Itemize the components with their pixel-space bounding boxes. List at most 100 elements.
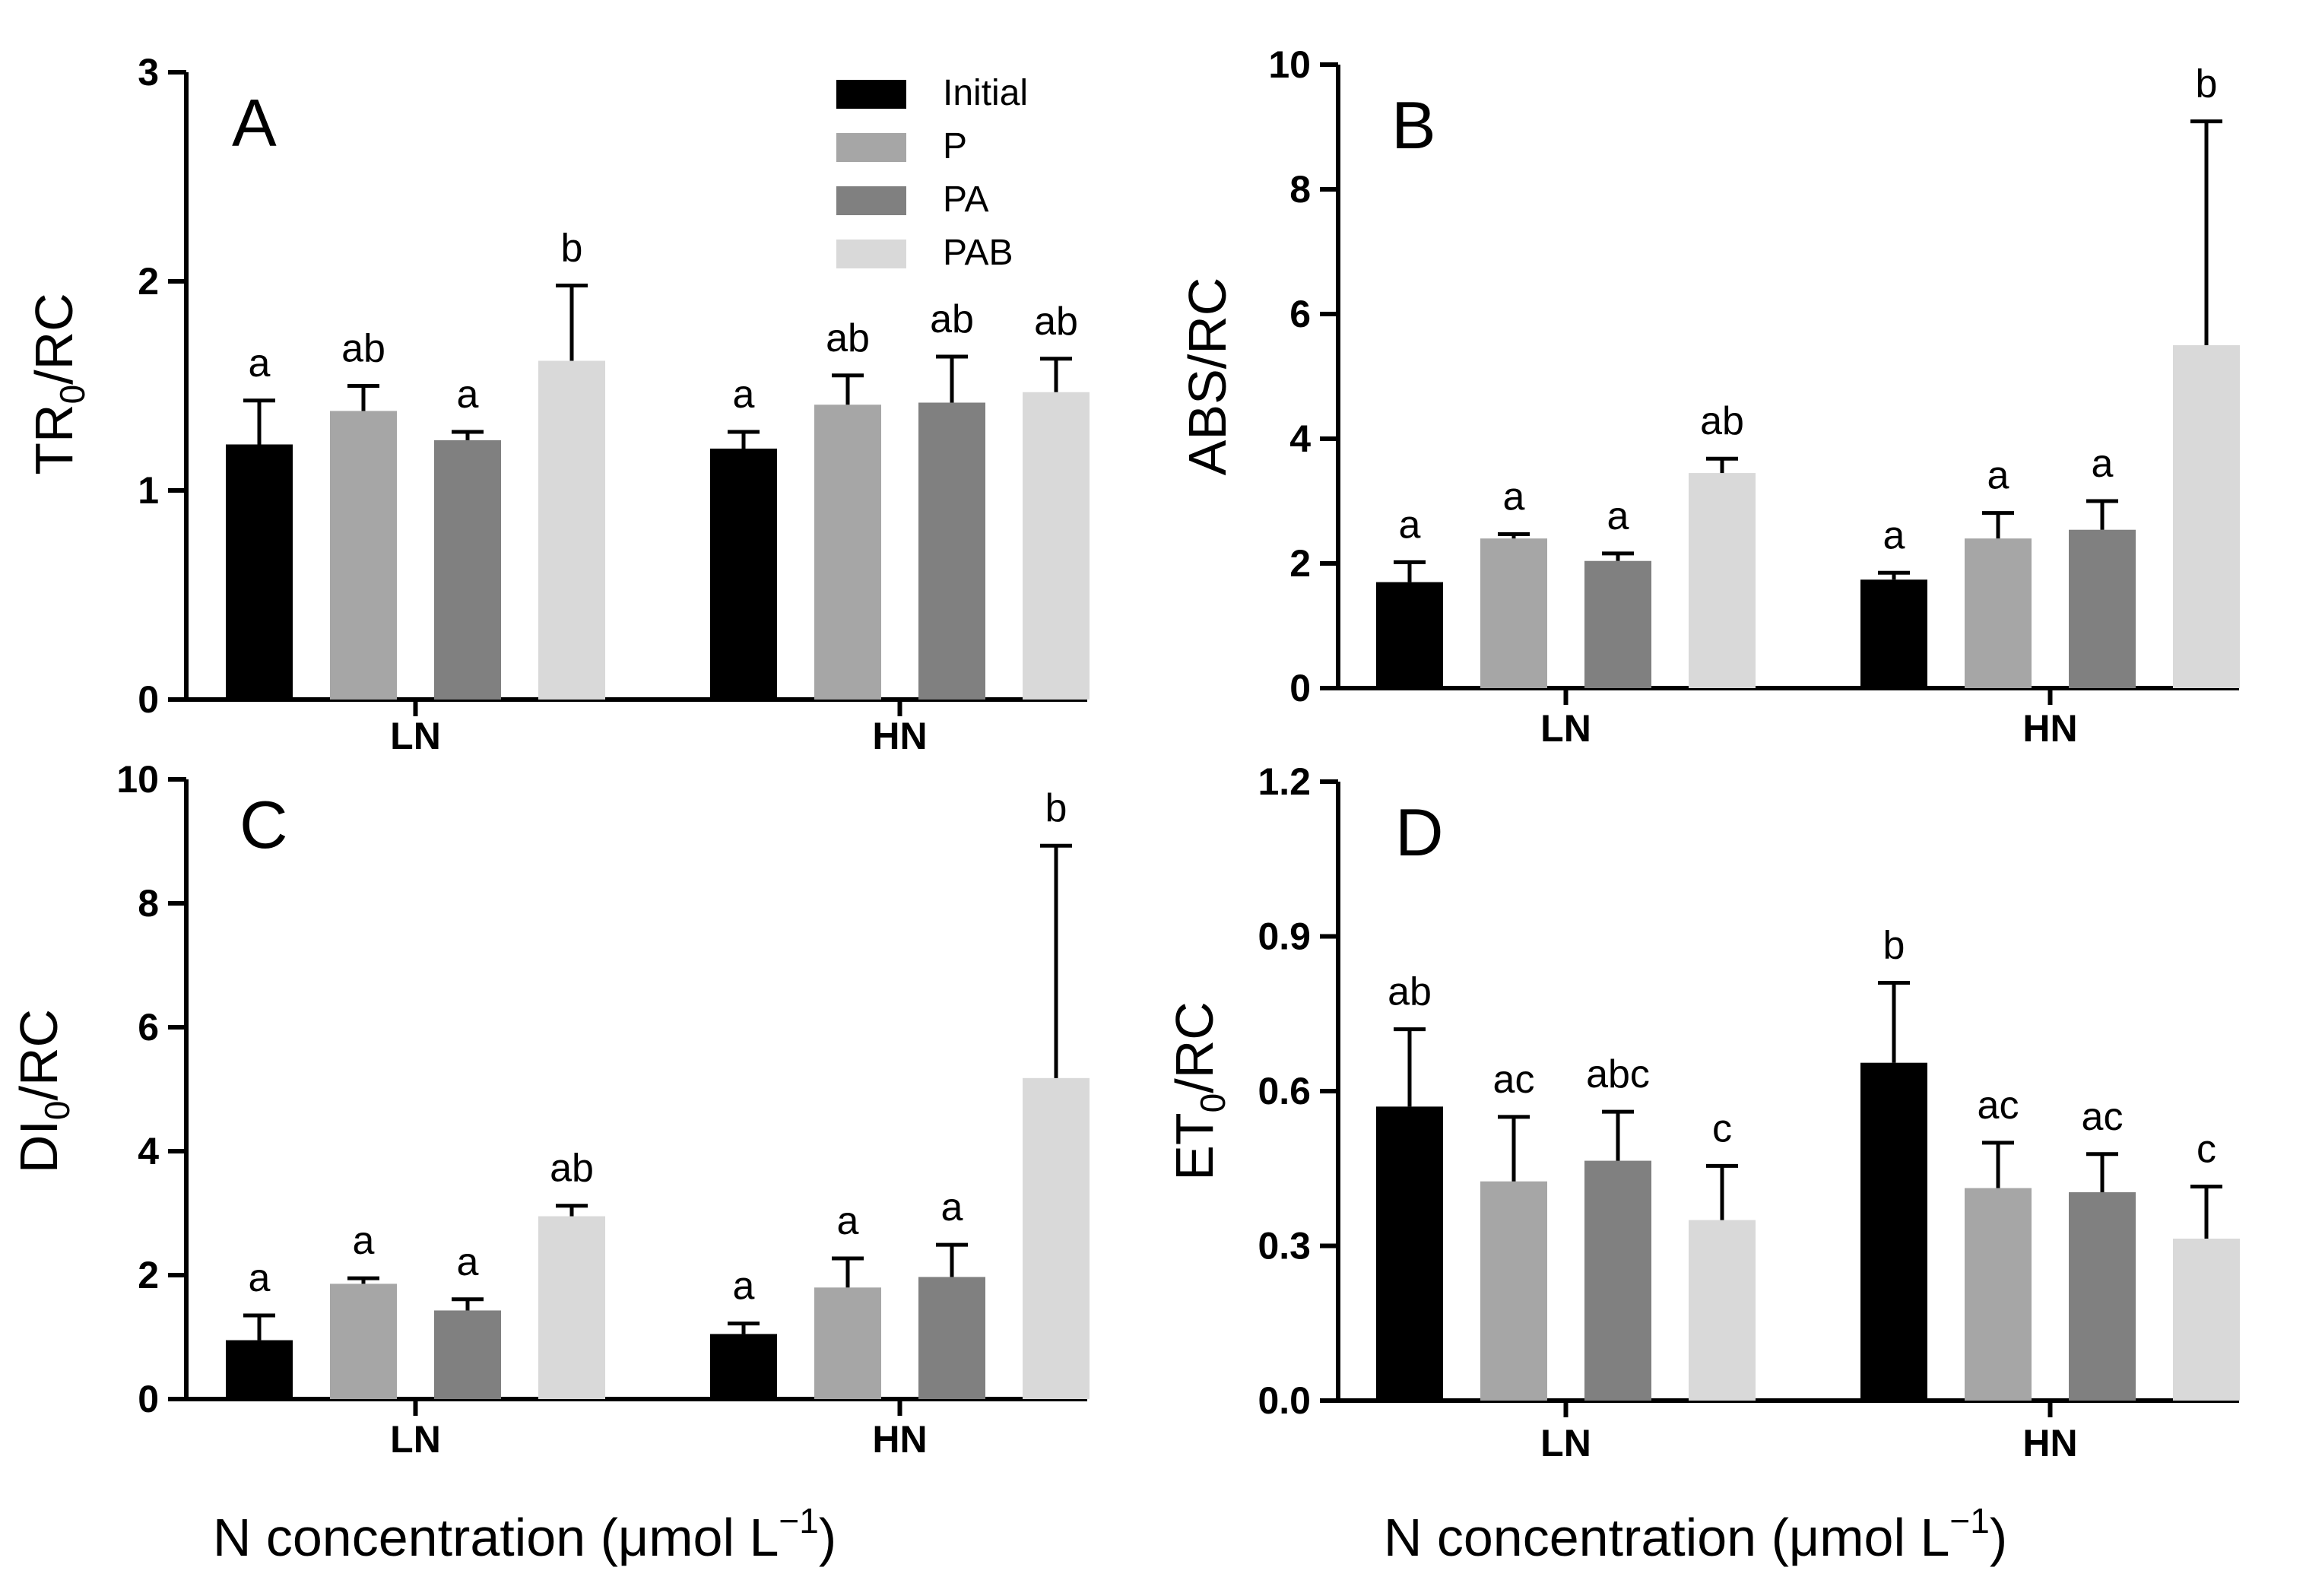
legend-label-pa: PA (943, 179, 988, 220)
panel-d-category-label: HN (2022, 1422, 2077, 1464)
panel-b-y-tick-label: 2 (1289, 542, 1311, 585)
panel-a-significance-label: ab (1034, 300, 1078, 344)
panel-c-y-tick-label: 4 (138, 1130, 159, 1172)
panel-d-bar (2173, 1239, 2240, 1401)
panel-a-letter: A (232, 85, 277, 160)
panel-c-significance-label: a (353, 1219, 375, 1263)
panel-a-significance-label: a (733, 373, 755, 417)
panel-d-bar (1480, 1181, 1547, 1401)
panel-b-bar (1480, 538, 1547, 688)
panel-a: 0 1 2 3 LN HN a a ab ab a ab b ab TR0/RC A (24, 51, 1090, 757)
panel-b-bar (1965, 538, 2032, 688)
legend-label-pab: PAB (943, 233, 1013, 273)
panel-c-letter: C (239, 787, 288, 862)
panel-a-bar (538, 360, 605, 700)
panel-a-significance-label: ab (826, 316, 870, 360)
panel-b-significance-label: a (1883, 513, 1905, 557)
panel-a-y-axis-title: TR0/RC (24, 293, 92, 474)
panel-a-y-tick-label: 0 (138, 678, 159, 721)
panel-b-bar (1584, 560, 1651, 688)
panel-b-y-tick-label: 4 (1289, 417, 1311, 460)
x-axis-title-right: N concentration (μmol L−1) (1384, 1501, 2007, 1567)
panel-a-bar (434, 440, 501, 700)
panel-a-bar (918, 402, 985, 700)
x-axis-title-right-superscript: −1 (1949, 1501, 1989, 1540)
panel-c-bar (538, 1216, 605, 1399)
panel-d-bar (1860, 1062, 1927, 1401)
panel-b-bar (1689, 473, 1756, 688)
panel-d-significance-label: c (2197, 1127, 2216, 1171)
panel-c-y-axis-title: DI0/RC (9, 1009, 77, 1173)
panel-b-bar (1860, 579, 1927, 688)
panel-d-y-tick-label: 0.3 (1258, 1225, 1311, 1268)
legend-label-initial: Initial (943, 73, 1028, 113)
panel-c-y-tick-label: 6 (138, 1006, 159, 1049)
panel-c-bar (918, 1277, 985, 1399)
panel-b-significance-label: a (1987, 454, 2009, 498)
panel-d: 0.0 0.3 0.6 0.9 1.2 LN HN ab b ac ac abc ac c c ET0/RC D (1165, 760, 2240, 1464)
panel-b: 0 2 4 6 8 10 LN HN a a a a a a ab b ABS/RC B (1178, 43, 2240, 750)
panel-a-significance-label: a (457, 373, 479, 417)
panel-c-bar (1023, 1077, 1090, 1399)
panel-a-significance-label: ab (930, 297, 974, 341)
panel-a-significance-label: b (561, 227, 583, 271)
panel-a-bar (814, 405, 881, 700)
panel-c-bar (434, 1310, 501, 1399)
panel-a-significance-label: a (249, 341, 271, 386)
panel-a-category-label: HN (872, 715, 927, 757)
panel-b-y-tick-label: 10 (1268, 43, 1311, 86)
panel-b-y-tick-label: 0 (1289, 667, 1311, 709)
panel-a-bar (710, 449, 777, 700)
panel-b-significance-label: b (2196, 62, 2218, 106)
panel-c-y-tick-label: 2 (138, 1254, 159, 1296)
panel-d-y-tick-label: 0.6 (1258, 1070, 1311, 1112)
panel-d-significance-label: ab (1388, 970, 1432, 1014)
panel-d-bar (1965, 1188, 2032, 1401)
panel-a-category-label: LN (390, 715, 441, 757)
panel-c-y-tick-label: 10 (116, 758, 159, 801)
panel-d-y-tick-label: 0.0 (1258, 1379, 1311, 1422)
panel-a-bar (1023, 392, 1090, 700)
panel-c-significance-label: a (733, 1264, 755, 1309)
panel-c-significance-label: a (457, 1240, 479, 1284)
panel-d-bar (1584, 1160, 1651, 1401)
legend: Initial P PA PAB (836, 73, 1028, 273)
panel-c-significance-label: ab (550, 1147, 594, 1191)
panel-b-significance-label: ab (1700, 399, 1744, 443)
legend-label-p: P (943, 126, 967, 167)
legend-swatch-initial (836, 80, 906, 109)
panel-b-significance-label: a (1503, 474, 1525, 519)
panel-b-significance-label: a (1607, 494, 1629, 538)
panel-d-y-axis-title: ET0/RC (1165, 1001, 1232, 1181)
panel-c-bar (226, 1340, 293, 1399)
panel-d-bar (2069, 1191, 2136, 1401)
panel-a-y-tick-label: 3 (138, 51, 159, 94)
panel-d-significance-label: ac (2082, 1095, 2124, 1139)
legend-swatch-pa (836, 186, 906, 215)
panel-c-bar (710, 1334, 777, 1399)
panel-b-letter: B (1391, 87, 1436, 163)
panel-d-bar (1689, 1220, 1756, 1401)
panel-c-category-label: HN (872, 1418, 927, 1461)
x-axis-title-left-superscript: −1 (779, 1501, 818, 1540)
panel-c-significance-label: a (941, 1185, 963, 1230)
panel-d-significance-label: abc (1586, 1052, 1650, 1096)
panel-c-significance-label: a (837, 1199, 859, 1243)
panel-c-significance-label: a (249, 1256, 271, 1300)
panel-c-category-label: LN (390, 1418, 441, 1461)
panel-c-bar (814, 1287, 881, 1399)
panel-b-significance-label: a (1399, 503, 1421, 547)
x-axis-title-left: N concentration (μmol L−1) (213, 1501, 836, 1567)
panel-d-y-tick-label: 0.9 (1258, 915, 1311, 958)
panel-b-category-label: HN (2022, 707, 2077, 750)
panel-d-letter: D (1395, 795, 1444, 870)
panel-c-bar (330, 1283, 397, 1399)
panel-b-bar (2173, 345, 2240, 688)
panel-c-y-tick-label: 0 (138, 1378, 159, 1420)
panel-c-significance-label: b (1045, 786, 1067, 830)
panel-a-bar (226, 444, 293, 700)
panel-a-bar (330, 411, 397, 700)
panel-b-y-tick-label: 6 (1289, 293, 1311, 335)
